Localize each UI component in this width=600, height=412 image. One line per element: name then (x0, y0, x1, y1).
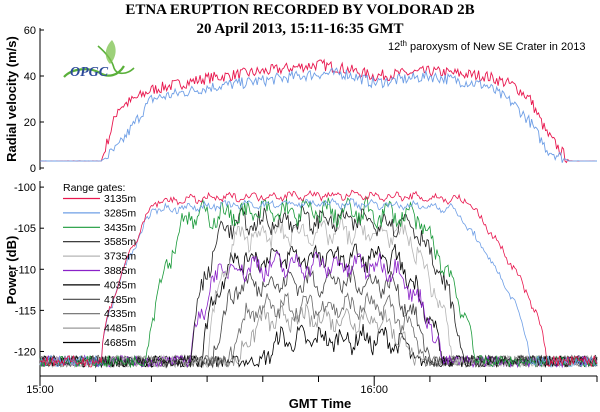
legend-entry: 3435m (104, 222, 136, 234)
chart-subtitle: 20 April 2013, 15:11-16:35 GMT (196, 21, 404, 37)
velocity-series-line (39, 67, 597, 163)
y-tick-label: 20 (24, 117, 36, 129)
opgc-logo: OPGC (63, 40, 135, 80)
power-series-line (39, 189, 598, 368)
legend-entry: 3135m (104, 193, 136, 205)
logo-text: OPGC (70, 65, 109, 80)
power-panel: -120 -115 -110 -105 -100 15:00 16:00 GMT Time Po… (4, 181, 598, 411)
x-tick-label: 15:00 (26, 384, 54, 396)
power-series-line (39, 197, 598, 368)
legend-entry: 3885m (104, 265, 136, 277)
y-tick-label: -100 (14, 182, 36, 194)
x-axis-title: GMT Time (289, 396, 352, 411)
y-tick-label: -110 (15, 264, 36, 276)
legend: Range gates:3135m 3285m 3435m 3585m 3735m 388… (63, 182, 136, 349)
legend-entry: 4185m (104, 294, 136, 306)
chart-title: ETNA ERUPTION RECORDED BY VOLDORAD 2B (125, 2, 475, 18)
legend-title: Range gates: (63, 182, 125, 194)
y-tick-label: -105 (14, 223, 36, 235)
y-axis-title: Radial velocity (m/s) (4, 36, 19, 162)
power-series-line (39, 196, 598, 369)
y-axis-title: Power (dB) (4, 236, 19, 305)
y-tick-label: 60 (24, 25, 36, 37)
y-tick-label: -120 (14, 346, 36, 358)
y-tick-label: 40 (24, 71, 36, 83)
legend-entry: 4685m (104, 337, 136, 349)
legend-entry: 4485m (104, 323, 136, 335)
y-tick-label: -115 (15, 305, 36, 317)
velocity-series-line (39, 58, 598, 164)
legend-entry: 3585m (104, 236, 136, 248)
legend-entry: 3735m (104, 251, 136, 263)
legend-entry: 4335m (104, 308, 136, 320)
y-tick-label: 0 (30, 163, 36, 175)
annotation-text: 12th paroxysm of New SE Crater in 2013 (388, 39, 585, 53)
velocity-panel: 0 20 40 60 Radial velocity (m/s) (4, 25, 598, 175)
x-tick-label: 16:00 (360, 384, 388, 396)
legend-entry: 3285m (104, 207, 136, 219)
legend-entry: 4035m (104, 279, 136, 291)
